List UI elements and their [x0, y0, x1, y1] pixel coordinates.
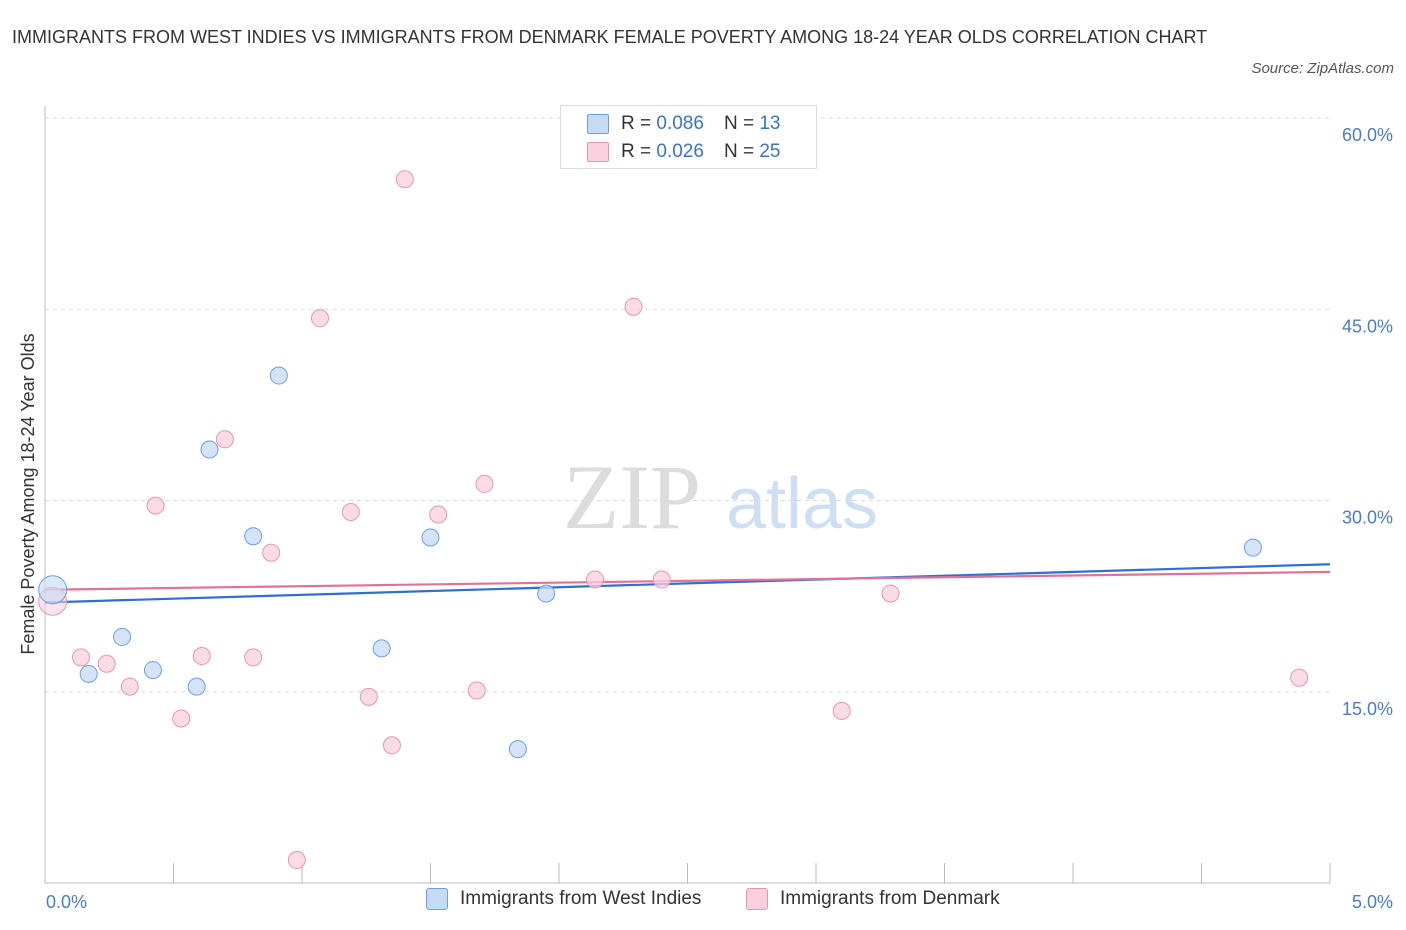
y-axis-label: Female Poverty Among 18-24 Year Olds — [18, 333, 38, 654]
point-west-indies — [79, 664, 98, 683]
axes — [44, 106, 1331, 884]
chart-title: IMMIGRANTS FROM WEST INDIES VS IMMIGRANT… — [12, 27, 1208, 47]
correlation-legend: R = 0.086 N = 13 R = 0.026 N = 25 — [560, 105, 817, 169]
r-label: R = — [621, 113, 652, 134]
legend-label-denmark: Immigrants from Denmark — [780, 888, 1000, 909]
point-denmark — [881, 584, 900, 603]
point-west-indies — [244, 527, 263, 546]
legend-label-west-indies: Immigrants from West Indies — [460, 888, 702, 909]
y-tick-label: 45.0% — [1342, 316, 1393, 336]
watermark-atlas: atlas — [726, 464, 878, 544]
r-value-denmark: 0.026 — [656, 141, 704, 162]
point-denmark — [624, 297, 643, 316]
point-west-indies — [372, 639, 391, 658]
denmark-swatch — [587, 142, 609, 162]
tick-labels: 15.0% 30.0% 45.0% 60.0% 0.0% 5.0% — [46, 125, 1393, 912]
west-indies-swatch — [587, 114, 609, 134]
point-denmark — [475, 474, 494, 493]
n-value-west-indies: 13 — [759, 113, 781, 134]
data-points — [38, 170, 1309, 870]
point-denmark — [429, 505, 448, 524]
trend-line-west-indies — [44, 563, 1331, 604]
point-denmark — [395, 170, 414, 189]
point-denmark — [310, 309, 329, 328]
point-denmark — [467, 681, 486, 700]
point-west-indies — [113, 627, 132, 646]
r-label: R = — [621, 141, 652, 162]
n-label: N = — [723, 113, 755, 134]
legend-item-west-indies: Immigrants from West Indies — [426, 888, 701, 910]
n-label: N = — [723, 141, 755, 162]
y-tick-label: 60.0% — [1342, 125, 1393, 145]
x-tick-label-max: 5.0% — [1352, 892, 1393, 912]
point-west-indies — [38, 575, 68, 605]
point-denmark — [192, 647, 211, 666]
point-denmark — [652, 570, 671, 589]
denmark-swatch — [746, 888, 768, 910]
legend-row-west-indies: R = 0.086 N = 13 — [587, 113, 780, 135]
point-denmark — [832, 701, 851, 720]
series-legend: Immigrants from West Indies Immigrants f… — [0, 888, 1406, 916]
r-value-west-indies: 0.086 — [656, 113, 704, 134]
west-indies-swatch — [426, 888, 448, 910]
point-west-indies — [537, 584, 556, 603]
point-denmark — [97, 654, 116, 673]
n-value-denmark: 25 — [759, 141, 781, 162]
point-denmark — [359, 687, 378, 706]
point-west-indies — [508, 740, 527, 759]
point-west-indies — [200, 440, 219, 459]
y-tick-label: 15.0% — [1342, 699, 1393, 719]
point-denmark — [262, 543, 281, 562]
point-denmark — [172, 709, 191, 728]
point-denmark — [585, 570, 604, 589]
point-west-indies — [187, 677, 206, 696]
trend-lines — [44, 563, 1331, 604]
point-west-indies — [1243, 538, 1262, 557]
point-denmark — [71, 648, 90, 667]
point-denmark — [1290, 668, 1309, 687]
gridlines — [45, 117, 1330, 693]
watermark-zip: ZIP — [563, 446, 701, 548]
point-west-indies — [421, 528, 440, 547]
point-west-indies — [269, 366, 288, 385]
point-denmark — [287, 851, 306, 870]
point-denmark — [215, 430, 234, 449]
point-denmark — [244, 648, 263, 667]
point-denmark — [146, 496, 165, 515]
y-tick-label: 30.0% — [1342, 508, 1393, 528]
point-denmark — [341, 502, 360, 521]
point-denmark — [120, 677, 139, 696]
legend-row-denmark: R = 0.026 N = 25 — [587, 141, 780, 163]
trend-line-denmark — [44, 570, 1331, 591]
point-denmark — [382, 736, 401, 755]
point-west-indies — [143, 661, 162, 680]
x-tick-label-min: 0.0% — [46, 892, 87, 912]
legend-item-denmark: Immigrants from Denmark — [746, 888, 1000, 910]
source-label: Source: ZipAtlas.com — [1251, 60, 1394, 77]
